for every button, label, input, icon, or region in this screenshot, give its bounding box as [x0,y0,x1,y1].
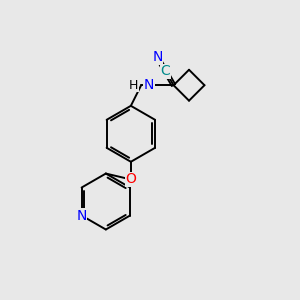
Text: C: C [160,64,170,78]
Text: H: H [129,79,138,92]
Text: N: N [152,50,163,64]
Text: N: N [144,78,154,92]
Text: N: N [76,208,87,223]
Text: O: O [125,172,136,186]
